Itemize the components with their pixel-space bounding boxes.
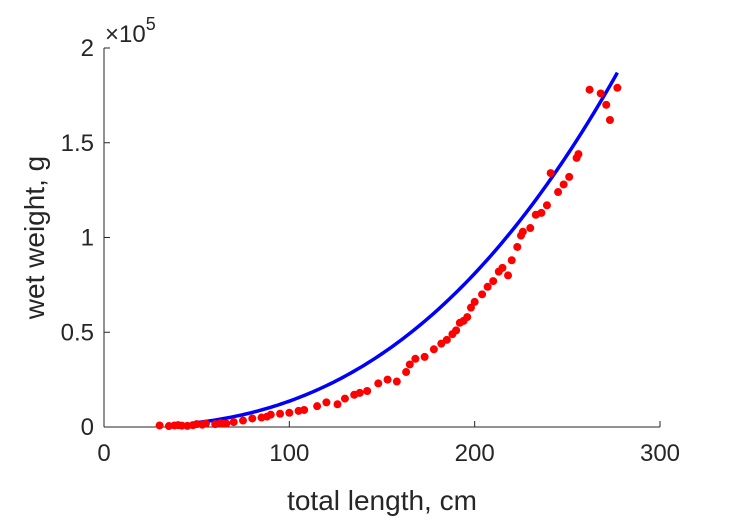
data-point bbox=[248, 414, 257, 423]
data-point bbox=[363, 387, 372, 395]
data-point bbox=[411, 354, 420, 363]
data-point bbox=[613, 83, 622, 92]
data-point bbox=[602, 100, 611, 109]
fit-layer bbox=[196, 71, 619, 425]
y-tick-label: 1 bbox=[81, 225, 94, 252]
data-point bbox=[201, 419, 210, 428]
data-point bbox=[355, 388, 364, 397]
y-tick-label: 0 bbox=[81, 414, 94, 441]
data-point bbox=[605, 116, 614, 125]
data-point bbox=[504, 271, 513, 280]
data-point bbox=[340, 394, 349, 403]
data-point bbox=[537, 208, 546, 217]
data-point bbox=[392, 377, 401, 386]
axes bbox=[103, 48, 660, 428]
data-point bbox=[333, 400, 342, 409]
data-point bbox=[463, 313, 472, 322]
data-point bbox=[383, 375, 392, 384]
data-point bbox=[239, 416, 247, 425]
data-point bbox=[546, 169, 555, 178]
data-point bbox=[266, 410, 275, 419]
y-ticks: 0 0.5 1 1.5 2 bbox=[61, 35, 110, 441]
y-axis-label: wet weight, g bbox=[19, 156, 50, 320]
data-point bbox=[483, 282, 492, 291]
data-point bbox=[559, 180, 568, 189]
data-point bbox=[222, 419, 231, 428]
data-point bbox=[498, 263, 507, 272]
data-point bbox=[507, 256, 516, 265]
x-tick-label: 300 bbox=[640, 440, 680, 467]
data-point bbox=[452, 326, 461, 335]
data-point bbox=[276, 409, 285, 418]
y-tick-label: 1.5 bbox=[61, 130, 94, 157]
y-exponent-label: ×105 bbox=[105, 14, 156, 48]
data-point bbox=[478, 290, 487, 299]
data-point bbox=[313, 402, 322, 411]
x-ticks: 0 100 200 300 bbox=[97, 421, 680, 467]
data-point bbox=[402, 368, 411, 377]
data-point bbox=[466, 303, 475, 312]
x-axis-label: total length, cm bbox=[287, 485, 477, 516]
data-point bbox=[442, 335, 451, 344]
data-point bbox=[405, 360, 414, 369]
data-point bbox=[374, 379, 383, 388]
data-point bbox=[420, 352, 429, 361]
data-point bbox=[322, 398, 331, 407]
y-exponent-base: ×10 bbox=[105, 21, 146, 48]
data-point bbox=[155, 421, 164, 430]
data-point bbox=[565, 172, 574, 181]
data-point bbox=[554, 188, 563, 197]
x-tick-label: 200 bbox=[455, 440, 495, 467]
x-tick-label: 100 bbox=[269, 440, 309, 467]
fit-curve bbox=[196, 71, 619, 425]
x-tick-label: 0 bbox=[97, 440, 110, 467]
data-point bbox=[542, 201, 551, 210]
y-tick-label: 2 bbox=[81, 35, 94, 62]
data-point bbox=[470, 297, 479, 306]
y-tick-label: 0.5 bbox=[61, 319, 94, 346]
data-point bbox=[574, 150, 583, 159]
data-point bbox=[229, 418, 238, 427]
data-point bbox=[489, 277, 498, 286]
data-point bbox=[585, 85, 594, 94]
data-point bbox=[285, 408, 294, 417]
data-point bbox=[513, 242, 522, 251]
y-exponent-power: 5 bbox=[146, 14, 156, 34]
data-point bbox=[429, 345, 438, 354]
data-point bbox=[518, 227, 527, 236]
data-point bbox=[300, 405, 309, 414]
data-point bbox=[526, 224, 535, 233]
data-point bbox=[596, 89, 605, 98]
points-layer bbox=[155, 83, 622, 431]
